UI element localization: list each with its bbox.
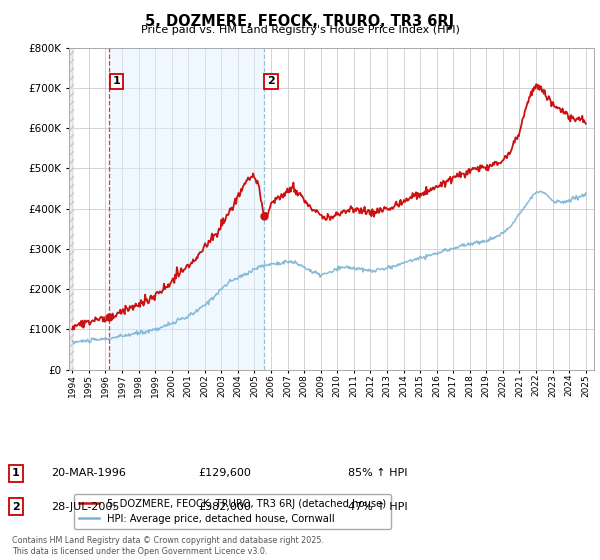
Bar: [69, 48, 74, 370]
Text: Contains HM Land Registry data © Crown copyright and database right 2025.
This d: Contains HM Land Registry data © Crown c…: [12, 536, 324, 556]
Text: 1: 1: [12, 468, 20, 478]
Bar: [109, 48, 264, 370]
Text: 85% ↑ HPI: 85% ↑ HPI: [348, 468, 407, 478]
Text: 5, DOZMERE, FEOCK, TRURO, TR3 6RJ: 5, DOZMERE, FEOCK, TRURO, TR3 6RJ: [145, 14, 455, 29]
Text: 28-JUL-2005: 28-JUL-2005: [51, 502, 119, 512]
Legend: 5, DOZMERE, FEOCK, TRURO, TR3 6RJ (detached house), HPI: Average price, detached: 5, DOZMERE, FEOCK, TRURO, TR3 6RJ (detac…: [74, 494, 391, 529]
Text: Price paid vs. HM Land Registry's House Price Index (HPI): Price paid vs. HM Land Registry's House …: [140, 25, 460, 35]
Text: 2: 2: [12, 502, 20, 512]
Text: 2: 2: [267, 76, 275, 86]
Text: £129,600: £129,600: [198, 468, 251, 478]
Text: 20-MAR-1996: 20-MAR-1996: [51, 468, 126, 478]
Text: 1: 1: [112, 76, 120, 86]
Text: 47% ↑ HPI: 47% ↑ HPI: [348, 502, 407, 512]
Bar: [69, 48, 73, 370]
Text: £382,000: £382,000: [198, 502, 251, 512]
